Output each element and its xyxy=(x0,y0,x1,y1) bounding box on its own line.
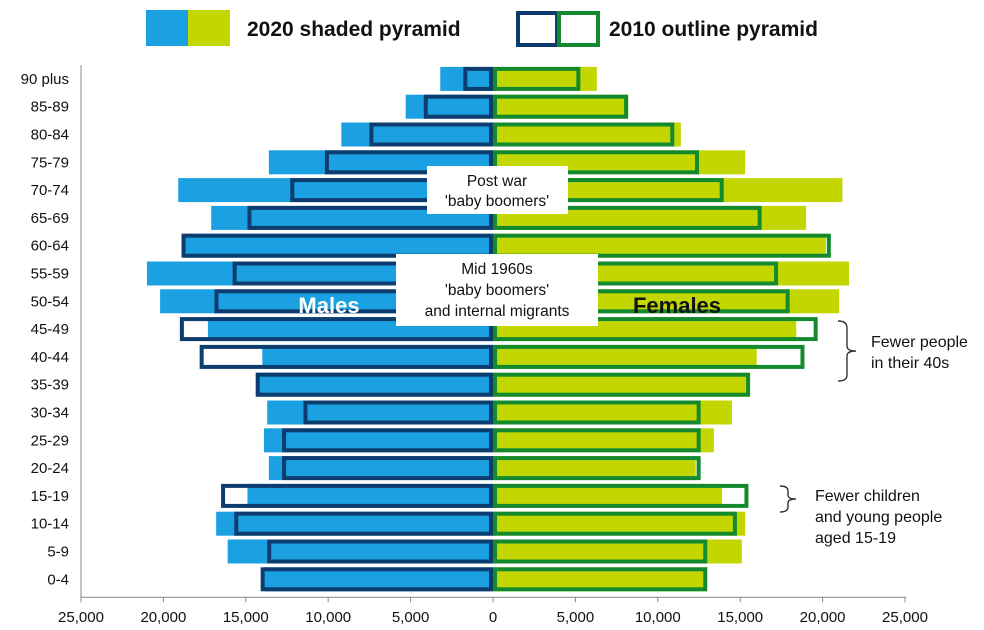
legend-swatch-female-outline xyxy=(557,11,600,47)
bar-2010-male-45-49 xyxy=(179,317,493,342)
legend-swatch-male-shaded xyxy=(146,10,188,46)
post-war-line-1: Post war xyxy=(467,173,527,190)
x-tick-label: 5,000 xyxy=(557,609,595,626)
bar-2010-female-60-64 xyxy=(493,233,831,258)
age-label-30-34: 30-34 xyxy=(31,405,69,422)
bar-2010-female-35-39 xyxy=(493,372,751,397)
annotation-fewer-children: Fewer children and young people aged 15-… xyxy=(779,485,942,547)
females-label: Females xyxy=(633,293,721,318)
age-label-10-14: 10-14 xyxy=(31,516,69,533)
x-tick-label: 25,000 xyxy=(882,609,928,626)
bar-2010-male-0-4 xyxy=(260,567,493,592)
annotation-fewer-40s: Fewer people in their 40s xyxy=(837,320,968,382)
age-label-65-69: 65-69 xyxy=(31,210,69,227)
bar-2010-male-65-69 xyxy=(247,205,493,230)
bar-2010-male-20-24 xyxy=(282,456,493,481)
x-tick-label: 0 xyxy=(489,609,497,626)
age-label-60-64: 60-64 xyxy=(31,238,69,255)
bar-2010-male-10-14 xyxy=(234,511,493,536)
bar-2010-female-30-34 xyxy=(493,400,701,425)
x-tick-label: 10,000 xyxy=(305,609,351,626)
bar-2010-female-0-4 xyxy=(493,567,708,592)
x-axis-tick-labels: 25,000 20,000 15,000 10,000 5,000 0 5,000 10,00… xyxy=(58,597,928,626)
legend-label-shaded: 2020 shaded pyramid xyxy=(247,18,461,41)
bar-2010-male-15-19 xyxy=(221,483,494,508)
age-label-55-59: 55-59 xyxy=(31,266,69,283)
age-label-45-49: 45-49 xyxy=(31,321,69,338)
mid-1960s-line-1: Mid 1960s xyxy=(461,261,533,278)
age-label-20-24: 20-24 xyxy=(31,460,69,477)
outline-bars-2010 xyxy=(179,66,831,592)
age-label-70-74: 70-74 xyxy=(31,182,69,199)
post-war-box xyxy=(427,166,568,214)
bar-2010-female-20-24 xyxy=(493,456,701,481)
age-label-0-4: 0-4 xyxy=(47,571,69,588)
x-tick-label: 25,000 xyxy=(58,609,104,626)
bar-2010-female-90-plus xyxy=(493,66,581,91)
x-tick-label: 15,000 xyxy=(717,609,763,626)
bar-2010-female-25-29 xyxy=(493,428,701,453)
bar-2010-female-5-9 xyxy=(493,539,708,564)
age-label-85-89: 85-89 xyxy=(31,99,69,116)
bar-2010-female-75-79 xyxy=(493,150,699,175)
annotation-post-war: Post war 'baby boomers' xyxy=(427,166,568,214)
legend: 2020 shaded pyramid 2010 outline pyramid xyxy=(146,10,818,47)
bar-2010-female-85-89 xyxy=(493,94,629,119)
age-group-labels: 0-4 5-9 10-14 15-19 20-24 25-29 30-34 35-39 40-4… xyxy=(21,71,69,588)
age-label-50-54: 50-54 xyxy=(31,293,69,310)
x-tick-label: 10,000 xyxy=(635,609,681,626)
age-label-35-39: 35-39 xyxy=(31,377,69,394)
males-label: Males xyxy=(298,293,359,318)
fewer-children-line-2: and young people xyxy=(815,509,942,526)
post-war-line-2: 'baby boomers' xyxy=(445,193,549,210)
x-tick-label: 20,000 xyxy=(800,609,846,626)
mid-1960s-line-3: and internal migrants xyxy=(425,303,570,320)
bar-2010-male-90-plus xyxy=(463,66,493,91)
bar-2010-female-45-49 xyxy=(493,317,818,342)
legend-label-outline: 2010 outline pyramid xyxy=(609,18,818,41)
legend-swatch-female-shaded xyxy=(188,10,230,46)
age-label-5-9: 5-9 xyxy=(47,544,69,561)
bar-2010-male-75-79 xyxy=(324,150,493,175)
age-label-15-19: 15-19 xyxy=(31,488,69,505)
legend-swatch-male-outline xyxy=(516,11,559,47)
bar-2010-female-65-69 xyxy=(493,205,762,230)
x-tick-label: 20,000 xyxy=(140,609,186,626)
bracket-15-19 xyxy=(779,485,797,513)
bar-2010-female-80-84 xyxy=(493,122,675,147)
age-label-90-plus: 90 plus xyxy=(21,71,69,88)
bar-2010-male-35-39 xyxy=(255,372,493,397)
mid-1960s-line-2: 'baby boomers' xyxy=(445,282,549,299)
bar-2010-male-5-9 xyxy=(267,539,493,564)
bar-2010-male-25-29 xyxy=(282,428,493,453)
bar-2010-male-60-64 xyxy=(181,233,493,258)
bar-2010-female-40-44 xyxy=(493,344,805,369)
mid-1960s-box xyxy=(396,254,598,326)
fewer-40s-line-2: in their 40s xyxy=(871,355,949,372)
fewer-children-line-3: aged 15-19 xyxy=(815,530,896,547)
x-tick-label: 5,000 xyxy=(392,609,430,626)
bar-2010-female-15-19 xyxy=(493,483,749,508)
age-label-40-44: 40-44 xyxy=(31,349,69,366)
fewer-children-line-1: Fewer children xyxy=(815,488,920,505)
bar-2010-male-40-44 xyxy=(199,344,493,369)
bar-2010-male-30-34 xyxy=(303,400,494,425)
bracket-40s xyxy=(837,320,857,382)
age-label-25-29: 25-29 xyxy=(31,432,69,449)
annotation-mid-1960s: Mid 1960s 'baby boomers' and internal mi… xyxy=(396,254,598,326)
fewer-40s-line-1: Fewer people xyxy=(871,334,968,351)
age-label-75-79: 75-79 xyxy=(31,154,69,171)
age-label-80-84: 80-84 xyxy=(31,127,69,144)
bar-2010-male-80-84 xyxy=(369,122,493,147)
bar-2010-female-10-14 xyxy=(493,511,737,536)
x-tick-label: 15,000 xyxy=(223,609,269,626)
bar-2010-male-85-89 xyxy=(423,94,493,119)
